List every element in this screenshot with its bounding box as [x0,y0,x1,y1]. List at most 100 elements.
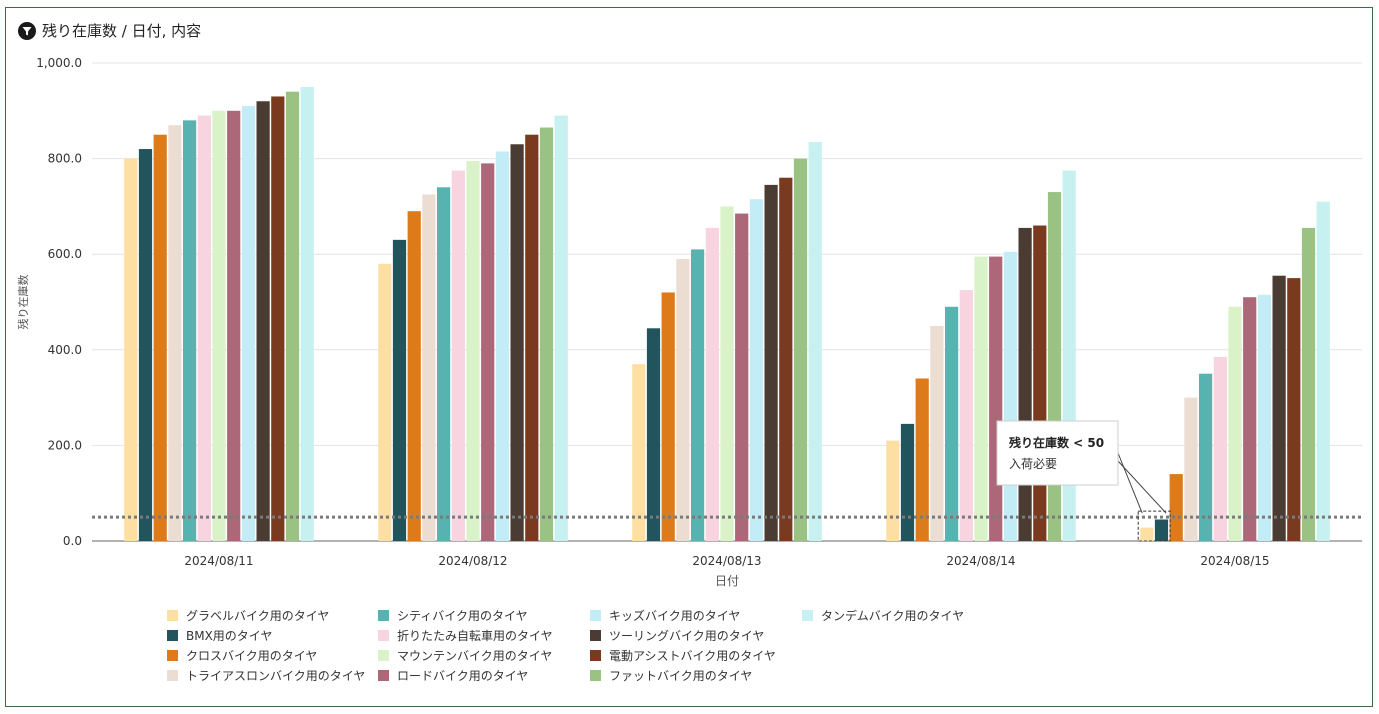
chart-title: 残り在庫数 / 日付, 内容 [42,22,202,40]
bar[interactable] [915,378,929,541]
bar[interactable] [646,328,661,541]
bar[interactable] [271,96,285,542]
bar[interactable] [735,213,749,541]
bar[interactable] [378,263,392,541]
legend-swatch [590,650,601,661]
y-axis-title: 残り在庫数 [16,275,30,330]
bar[interactable] [1272,275,1286,541]
bar[interactable] [1033,225,1047,541]
bar[interactable] [422,194,436,541]
bar[interactable] [451,170,465,542]
y-tick-label: 800.0 [48,152,82,166]
bar[interactable] [1301,227,1316,541]
bar[interactable] [749,199,763,542]
bar[interactable] [1199,373,1213,541]
bar[interactable] [1257,294,1271,541]
bar[interactable] [691,249,705,542]
bar[interactable] [974,256,988,541]
bar[interactable] [661,292,675,541]
bar[interactable] [900,423,915,541]
bar[interactable] [705,227,719,541]
bar[interactable] [959,290,973,541]
legend-swatch [167,650,178,661]
bar[interactable] [1003,251,1017,541]
bar[interactable] [481,163,495,541]
bar[interactable] [138,149,153,542]
legend-label: タンデムバイク用のタイヤ [821,608,964,623]
bar[interactable] [1140,527,1154,541]
bar[interactable] [495,151,509,541]
bar[interactable] [227,110,241,542]
bar[interactable] [392,239,407,542]
legend-swatch [167,630,178,641]
legend-label: シティバイク用のタイヤ [397,609,528,623]
bar[interactable] [168,125,182,541]
x-tick-label: 2024/08/13 [692,554,761,568]
bar[interactable] [945,306,959,541]
bar[interactable] [1243,297,1257,541]
legend-label: グラベルバイク用のタイヤ [186,609,329,623]
bar[interactable] [525,134,539,541]
legend-label: キッズバイク用のタイヤ [609,608,740,623]
bar[interactable] [1213,356,1227,541]
legend-swatch [590,610,601,621]
bar[interactable] [720,206,734,541]
legend-swatch [590,630,601,641]
bar[interactable] [676,258,690,541]
bar[interactable] [886,440,900,541]
annotation-text: 入荷必要 [1009,457,1057,471]
legend-label: 折りたたみ自転車用のタイヤ [397,628,553,643]
annotation-leader [1117,452,1143,514]
bar[interactable] [1018,227,1032,541]
bar[interactable] [1228,306,1242,541]
bar[interactable] [510,144,524,541]
bar[interactable] [197,115,211,541]
legend-swatch [590,670,601,681]
bar[interactable] [1154,519,1169,541]
bar[interactable] [300,86,314,542]
legend-swatch [167,670,178,681]
legend-label: ファットバイク用のタイヤ [609,669,752,683]
funnel-icon[interactable] [18,21,36,40]
legend-label: 電動アシストバイク用のタイヤ [609,649,776,663]
x-tick-label: 2024/08/11 [184,554,253,568]
bar[interactable] [1287,278,1301,541]
legend-swatch [378,670,389,681]
legend-swatch [378,630,389,641]
bar[interactable] [793,158,808,541]
bar[interactable] [407,211,421,541]
bar[interactable] [437,187,451,541]
bar[interactable] [124,158,138,541]
bar[interactable] [212,110,226,542]
legend-label: クロスバイク用のタイヤ [186,649,317,663]
annotation-leader [1117,460,1167,514]
legend-label: ロードバイク用のタイヤ [397,669,528,683]
bar[interactable] [1184,397,1198,541]
bar[interactable] [1316,201,1330,541]
legend-label: ツーリングバイク用のタイヤ [609,629,764,643]
bar[interactable] [808,141,822,541]
bar[interactable] [632,364,646,541]
legend-swatch [378,610,389,621]
x-tick-label: 2024/08/14 [946,554,1015,568]
bar[interactable] [466,160,480,542]
bar[interactable] [285,91,300,542]
bar[interactable] [539,127,554,541]
x-tick-label: 2024/08/15 [1200,554,1269,568]
bar[interactable] [256,101,270,542]
bar[interactable] [779,177,793,541]
legend-swatch [802,610,813,621]
bar[interactable] [1169,474,1183,541]
bar[interactable] [183,120,197,542]
annotation-highlight [1137,510,1171,542]
bar[interactable] [153,134,167,541]
bar[interactable] [554,115,568,541]
bar[interactable] [764,184,778,541]
bar[interactable] [989,256,1003,541]
bar[interactable] [930,325,944,541]
y-tick-label: 1,000.0 [36,56,82,70]
bar[interactable] [1047,192,1062,541]
y-tick-label: 400.0 [48,343,82,357]
bar[interactable] [241,106,255,542]
